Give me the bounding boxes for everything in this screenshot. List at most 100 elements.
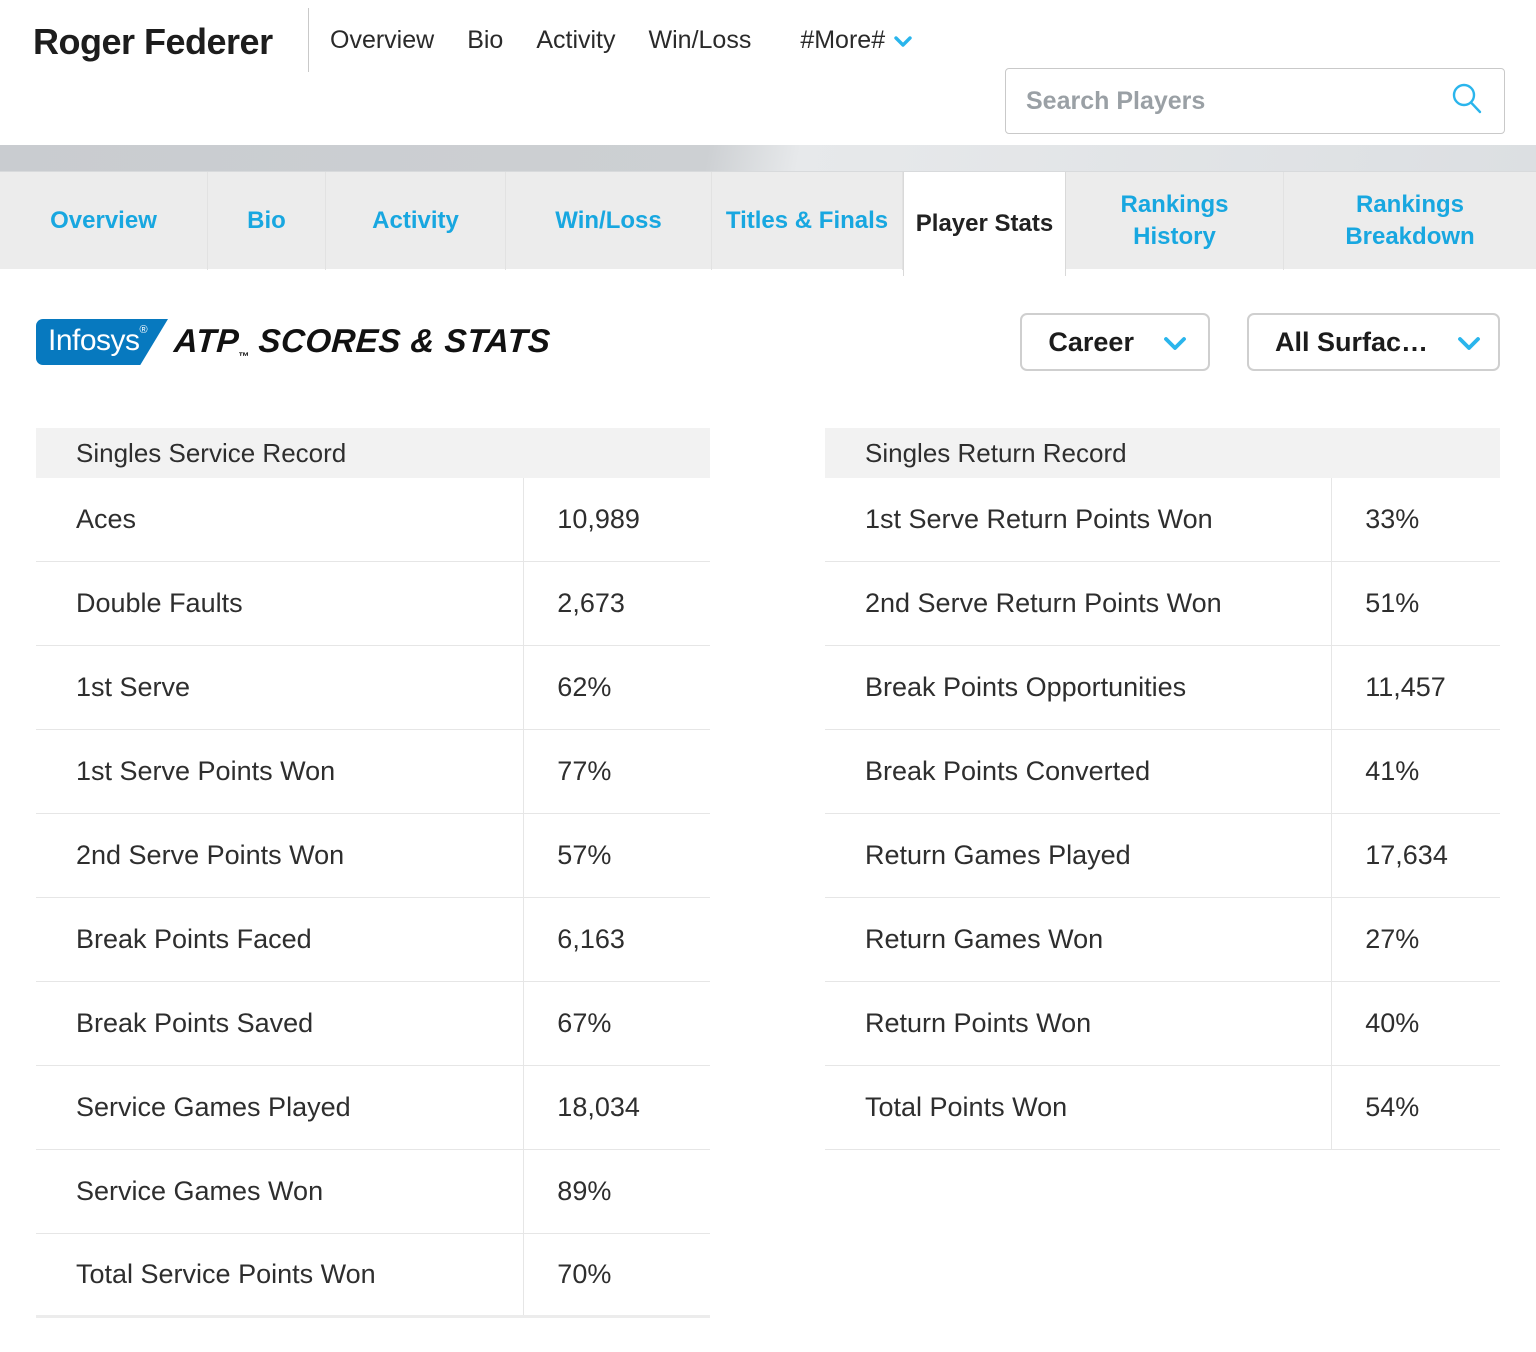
- tab-overview[interactable]: Overview: [0, 172, 208, 270]
- stat-value: 33%: [1331, 478, 1500, 561]
- tab-bio[interactable]: Bio: [208, 172, 326, 270]
- stat-label: Double Faults: [76, 588, 243, 618]
- stat-label: Service Games Won: [76, 1176, 324, 1206]
- chevron-down-icon: [894, 26, 912, 55]
- table-row: Service Games Won 89%: [36, 1150, 710, 1234]
- infosys-wordmark: Infosys: [48, 324, 140, 357]
- surface-value: All Surfac…: [1274, 326, 1428, 357]
- nav-item-overview[interactable]: Overview: [330, 26, 434, 55]
- chevron-down-icon: [1458, 327, 1480, 358]
- table-row: 1st Serve Points Won 77%: [36, 730, 710, 814]
- toolbar-row: Infosys ® ATP™ SCORES & STATS Career All …: [36, 313, 1500, 371]
- stat-label: Return Games Won: [865, 924, 1104, 954]
- stat-label: Total Service Points Won: [76, 1259, 376, 1289]
- table-row: 2nd Serve Points Won 57%: [36, 814, 710, 898]
- table-row: Total Points Won 54%: [825, 1066, 1500, 1150]
- search-icon[interactable]: [1450, 82, 1484, 121]
- table-row: Break Points Opportunities 11,457: [825, 646, 1500, 730]
- search-box: [1005, 68, 1505, 134]
- stat-value: 2,673: [523, 562, 710, 645]
- service-record-table: Singles Service Record Aces 10,989 Doubl…: [36, 428, 710, 1318]
- player-stats-panel: Infosys ® ATP™ SCORES & STATS Career All …: [0, 313, 1536, 1318]
- surface-dropdown[interactable]: All Surfac…: [1246, 313, 1500, 371]
- table-row: Return Points Won 40%: [825, 982, 1500, 1066]
- header-divider: [308, 8, 309, 72]
- chevron-down-icon: [1164, 327, 1186, 358]
- trademark-mark: ™: [237, 350, 250, 363]
- table-row: Service Games Played 18,034: [36, 1066, 710, 1150]
- atp-scores-stats-wordmark: ATP™ SCORES & STATS: [173, 322, 552, 363]
- stat-value: 67%: [523, 982, 710, 1065]
- nav-item-label: Overview: [330, 26, 435, 54]
- return-record-table: Singles Return Record 1st Serve Return P…: [825, 428, 1500, 1150]
- nav-item-label: Win/Loss: [648, 26, 752, 54]
- banner-strip: [0, 145, 1536, 171]
- nav-item-bio[interactable]: Bio: [467, 26, 503, 55]
- stat-value: 89%: [523, 1150, 710, 1233]
- atp-text: ATP: [172, 321, 241, 359]
- nav-item-label: Activity: [536, 26, 616, 54]
- stat-label: Service Games Played: [76, 1092, 351, 1122]
- stat-value: 11,457: [1331, 646, 1500, 729]
- time-range-dropdown[interactable]: Career: [1020, 313, 1210, 371]
- table-row: Aces 10,989: [36, 478, 710, 562]
- stats-tables: Singles Service Record Aces 10,989 Doubl…: [36, 428, 1500, 1318]
- stat-value: 10,989: [523, 478, 710, 561]
- infosys-logo: Infosys ®: [36, 319, 168, 365]
- tab-activity[interactable]: Activity: [326, 172, 506, 270]
- table-row: 1st Serve 62%: [36, 646, 710, 730]
- page: Roger Federer Overview Bio Activity Win/…: [0, 0, 1536, 1318]
- stat-value: 41%: [1331, 730, 1500, 813]
- stat-value: 77%: [523, 730, 710, 813]
- top-header: Roger Federer Overview Bio Activity Win/…: [0, 0, 1536, 145]
- table-row: Break Points Converted 41%: [825, 730, 1500, 814]
- search-input[interactable]: [1026, 86, 1450, 116]
- nav-item-label: #More#: [800, 26, 886, 54]
- stat-value: 57%: [523, 814, 710, 897]
- table-row: Double Faults 2,673: [36, 562, 710, 646]
- stat-value: 54%: [1331, 1066, 1500, 1149]
- stat-label: Return Games Played: [865, 840, 1131, 870]
- stat-label: Break Points Converted: [865, 756, 1151, 786]
- tab-bar: Overview Bio Activity Win/Loss Titles & …: [0, 171, 1536, 276]
- table-row: 1st Serve Return Points Won 33%: [825, 478, 1500, 562]
- table-title: Singles Return Record: [825, 428, 1500, 478]
- filters: Career All Surfac…: [1020, 313, 1500, 371]
- nav-item-winloss[interactable]: Win/Loss: [649, 26, 752, 55]
- nav-item-more[interactable]: #More#: [800, 26, 912, 55]
- stat-label: Return Points Won: [865, 1008, 1092, 1038]
- stat-label: 1st Serve Return Points Won: [865, 504, 1213, 534]
- stat-label: Break Points Opportunities: [865, 672, 1187, 702]
- stat-label: Total Points Won: [865, 1092, 1068, 1122]
- stat-label: 2nd Serve Points Won: [76, 840, 345, 870]
- stat-label: Break Points Saved: [76, 1008, 314, 1038]
- table-row: Return Games Won 27%: [825, 898, 1500, 982]
- tab-titles-finals[interactable]: Titles & Finals: [712, 172, 903, 270]
- stat-value: 62%: [523, 646, 710, 729]
- tab-rankings-breakdown[interactable]: Rankings Breakdown: [1345, 190, 1475, 250]
- stat-label: 1st Serve: [76, 672, 191, 702]
- table-row: 2nd Serve Return Points Won 51%: [825, 562, 1500, 646]
- scores-stats-text: SCORES & STATS: [257, 321, 552, 359]
- infosys-atp-stats-logo: Infosys ® ATP™ SCORES & STATS: [36, 319, 552, 365]
- table-row: Total Service Points Won 70%: [36, 1234, 710, 1318]
- nav-item-label: Bio: [467, 26, 504, 54]
- nav-item-activity[interactable]: Activity: [536, 26, 615, 55]
- header-nav: Overview Bio Activity Win/Loss #More#: [330, 26, 912, 55]
- stat-label: Aces: [76, 504, 137, 534]
- registered-mark: ®: [139, 324, 148, 336]
- tab-winloss[interactable]: Win/Loss: [506, 172, 712, 270]
- stat-label: 2nd Serve Return Points Won: [865, 588, 1222, 618]
- table-title: Singles Service Record: [36, 428, 710, 478]
- stat-value: 17,634: [1331, 814, 1500, 897]
- stat-value: 6,163: [523, 898, 710, 981]
- stat-label: Break Points Faced: [76, 924, 312, 954]
- tab-rankings-history[interactable]: Rankings History: [1066, 172, 1284, 270]
- table-row: Break Points Saved 67%: [36, 982, 710, 1066]
- page-title: Roger Federer: [33, 21, 273, 62]
- tab-player-stats[interactable]: Player Stats: [903, 172, 1066, 276]
- stat-label: 1st Serve Points Won: [76, 756, 336, 786]
- table-row: Break Points Faced 6,163: [36, 898, 710, 982]
- table-row: Return Games Played 17,634: [825, 814, 1500, 898]
- stat-value: 18,034: [523, 1066, 710, 1149]
